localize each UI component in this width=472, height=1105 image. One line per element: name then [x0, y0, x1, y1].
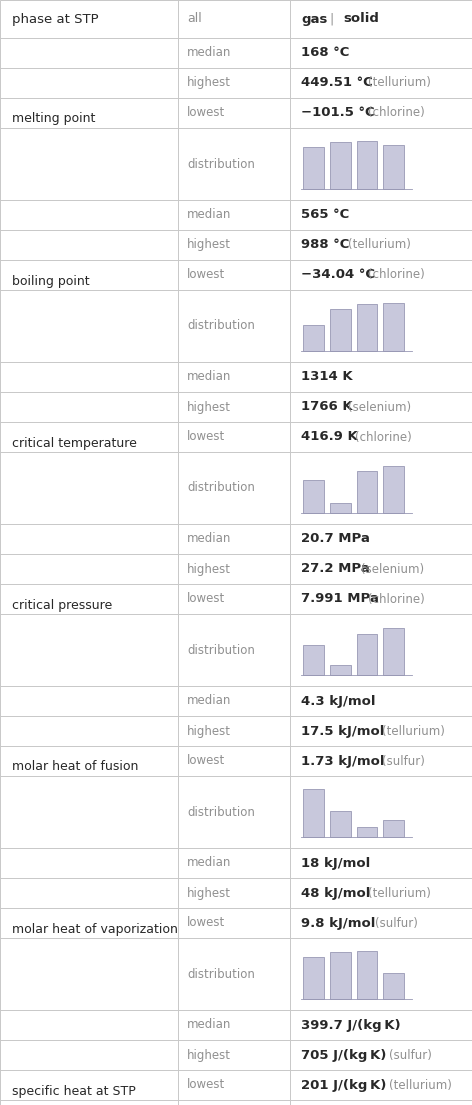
Bar [330, 811, 351, 836]
Bar [330, 308, 351, 351]
Text: (chlorine): (chlorine) [368, 269, 425, 282]
Bar [356, 141, 378, 189]
Bar [330, 953, 351, 999]
Text: critical pressure: critical pressure [12, 599, 112, 611]
Text: 9.8 kJ/mol: 9.8 kJ/mol [301, 916, 375, 929]
Text: (selenium): (selenium) [348, 400, 411, 413]
Text: (chlorine): (chlorine) [368, 106, 425, 119]
Text: melting point: melting point [12, 113, 95, 126]
Text: 1314 K: 1314 K [301, 370, 353, 383]
Bar [383, 820, 404, 836]
Text: highest: highest [187, 1049, 231, 1062]
Text: (sulfur): (sulfur) [375, 916, 418, 929]
Text: lowest: lowest [187, 916, 225, 929]
Text: lowest: lowest [187, 592, 225, 606]
Text: distribution: distribution [187, 482, 255, 495]
Text: (tellurium): (tellurium) [388, 1078, 452, 1092]
Text: 705 J/(kg K): 705 J/(kg K) [301, 1049, 387, 1062]
Bar [383, 466, 404, 513]
Text: (chlorine): (chlorine) [368, 592, 425, 606]
Text: 18 kJ/mol: 18 kJ/mol [301, 856, 370, 870]
Text: median: median [187, 1019, 231, 1031]
Text: (tellurium): (tellurium) [382, 725, 445, 737]
Text: distribution: distribution [187, 806, 255, 819]
Text: 449.51 °C: 449.51 °C [301, 76, 373, 90]
Text: (sulfur): (sulfur) [388, 1049, 431, 1062]
Text: all: all [187, 12, 202, 25]
Text: lowest: lowest [187, 1078, 225, 1092]
Text: median: median [187, 370, 231, 383]
Text: 399.7 J/(kg K): 399.7 J/(kg K) [301, 1019, 401, 1031]
Text: 48 kJ/mol: 48 kJ/mol [301, 886, 371, 899]
Text: 168 °C: 168 °C [301, 46, 349, 60]
Text: (chlorine): (chlorine) [354, 431, 412, 443]
Text: critical temperature: critical temperature [12, 436, 137, 450]
Text: median: median [187, 695, 231, 707]
Text: 1766 K: 1766 K [301, 400, 353, 413]
Text: 565 °C: 565 °C [301, 209, 349, 221]
Text: median: median [187, 533, 231, 546]
Text: (tellurium): (tellurium) [348, 239, 411, 252]
Text: molar heat of fusion: molar heat of fusion [12, 760, 138, 773]
Bar [356, 634, 378, 675]
Text: distribution: distribution [187, 319, 255, 333]
Text: 27.2 MPa: 27.2 MPa [301, 562, 370, 576]
Text: 17.5 kJ/mol: 17.5 kJ/mol [301, 725, 384, 737]
Text: lowest: lowest [187, 431, 225, 443]
Text: 20.7 MPa: 20.7 MPa [301, 533, 370, 546]
Text: 988 °C: 988 °C [301, 239, 349, 252]
Text: median: median [187, 209, 231, 221]
Text: boiling point: boiling point [12, 274, 90, 287]
Bar [356, 471, 378, 513]
Text: 416.9 K: 416.9 K [301, 431, 358, 443]
Text: highest: highest [187, 400, 231, 413]
Text: highest: highest [187, 725, 231, 737]
Text: (selenium): (selenium) [362, 562, 424, 576]
Text: (sulfur): (sulfur) [382, 755, 425, 768]
Text: −101.5 °C: −101.5 °C [301, 106, 375, 119]
Text: specific heat at STP: specific heat at STP [12, 1084, 136, 1097]
Bar [303, 147, 324, 189]
Text: solid: solid [343, 12, 379, 25]
Bar [330, 504, 351, 513]
Bar [383, 972, 404, 999]
Text: −34.04 °C: −34.04 °C [301, 269, 375, 282]
Text: distribution: distribution [187, 968, 255, 980]
Bar [303, 325, 324, 351]
Text: |: | [329, 12, 333, 25]
Text: highest: highest [187, 562, 231, 576]
Bar [356, 828, 378, 836]
Bar [383, 303, 404, 351]
Bar [303, 789, 324, 836]
Bar [303, 645, 324, 675]
Text: highest: highest [187, 239, 231, 252]
Text: (tellurium): (tellurium) [368, 76, 431, 90]
Bar [356, 951, 378, 999]
Text: (tellurium): (tellurium) [368, 886, 431, 899]
Bar [303, 957, 324, 999]
Text: gas: gas [301, 12, 328, 25]
Text: 1.73 kJ/mol: 1.73 kJ/mol [301, 755, 385, 768]
Bar [330, 143, 351, 189]
Text: molar heat of vaporization: molar heat of vaporization [12, 923, 178, 936]
Text: lowest: lowest [187, 755, 225, 768]
Bar [330, 665, 351, 675]
Bar [383, 145, 404, 189]
Text: highest: highest [187, 886, 231, 899]
Text: phase at STP: phase at STP [12, 12, 99, 25]
Text: distribution: distribution [187, 158, 255, 170]
Text: 201 J/(kg K): 201 J/(kg K) [301, 1078, 387, 1092]
Text: distribution: distribution [187, 643, 255, 656]
Text: median: median [187, 856, 231, 870]
Bar [303, 481, 324, 513]
Bar [356, 305, 378, 351]
Text: 4.3 kJ/mol: 4.3 kJ/mol [301, 695, 376, 707]
Bar [383, 629, 404, 675]
Text: 7.991 MPa: 7.991 MPa [301, 592, 379, 606]
Text: highest: highest [187, 76, 231, 90]
Text: lowest: lowest [187, 269, 225, 282]
Text: median: median [187, 46, 231, 60]
Text: lowest: lowest [187, 106, 225, 119]
